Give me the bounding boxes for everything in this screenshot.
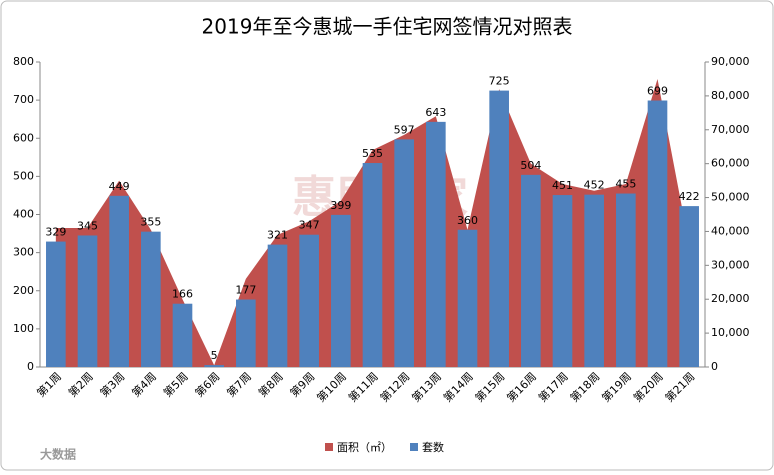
y-tick-label: 600 <box>13 131 34 144</box>
y-tick-label: 800 <box>13 55 34 68</box>
chart-title: 2019年至今惠城一手住宅网签情况对照表 <box>202 15 573 39</box>
y2-tick-label: 10,000 <box>711 326 750 339</box>
data-label: 504 <box>520 159 541 172</box>
data-label: 451 <box>552 179 573 192</box>
data-label: 597 <box>394 123 415 136</box>
y-tick-label: 500 <box>13 169 34 182</box>
data-label: 449 <box>109 180 130 193</box>
watermark: 大数据 <box>40 447 76 462</box>
legend-label: 套数 <box>422 441 444 454</box>
legend-swatch <box>325 443 333 451</box>
data-label: 177 <box>235 284 256 297</box>
data-label: 5 <box>211 349 218 362</box>
bar <box>141 231 161 367</box>
data-label: 699 <box>647 85 668 98</box>
y2-tick-label: 80,000 <box>711 89 750 102</box>
data-label: 455 <box>615 178 636 191</box>
y-tick-label: 200 <box>13 284 34 297</box>
bar <box>267 244 288 367</box>
bar <box>109 195 129 367</box>
data-label: 725 <box>489 75 510 88</box>
y2-tick-label: 90,000 <box>711 55 750 68</box>
data-label: 643 <box>425 106 446 119</box>
bar <box>521 174 541 367</box>
data-label: 535 <box>362 147 383 160</box>
legend-label: 面积（㎡） <box>337 441 392 454</box>
bar <box>46 241 66 367</box>
bar <box>236 299 256 367</box>
bar <box>204 365 224 367</box>
y2-tick-label: 0 <box>711 360 718 373</box>
bar <box>299 234 319 367</box>
bar <box>679 206 699 367</box>
y-tick-label: 300 <box>13 246 34 259</box>
bar <box>331 214 351 367</box>
y-tick-label: 100 <box>13 322 34 335</box>
y-tick-label: 700 <box>13 93 34 106</box>
y2-tick-label: 60,000 <box>711 157 750 170</box>
data-label: 329 <box>45 226 66 239</box>
data-label: 399 <box>330 199 351 212</box>
bar <box>457 229 478 367</box>
data-label: 166 <box>172 288 193 301</box>
y2-tick-label: 20,000 <box>711 292 750 305</box>
legend-swatch <box>410 443 418 451</box>
y2-tick-label: 70,000 <box>711 123 750 136</box>
data-label: 422 <box>679 190 700 203</box>
y2-tick-label: 30,000 <box>711 258 750 271</box>
y2-tick-label: 40,000 <box>711 224 750 237</box>
data-label: 355 <box>140 216 161 229</box>
bar <box>584 194 604 367</box>
bar <box>362 163 383 367</box>
bar <box>172 303 193 367</box>
bar <box>616 193 636 367</box>
bar <box>394 139 414 367</box>
y-tick-label: 0 <box>27 360 34 373</box>
data-label: 345 <box>77 219 98 232</box>
y2-tick-label: 50,000 <box>711 191 750 204</box>
bar <box>426 121 446 367</box>
bar <box>489 90 509 367</box>
data-label: 321 <box>267 229 288 242</box>
bar <box>77 235 98 367</box>
y-tick-label: 400 <box>13 208 34 221</box>
bar <box>552 195 573 367</box>
data-label: 360 <box>457 214 478 227</box>
data-label: 452 <box>584 179 605 192</box>
bar <box>647 100 668 367</box>
data-label: 347 <box>299 219 320 232</box>
